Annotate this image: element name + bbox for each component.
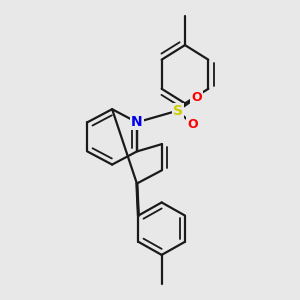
Text: N: N <box>131 115 143 129</box>
Text: O: O <box>191 91 202 104</box>
Text: S: S <box>173 104 183 118</box>
Text: O: O <box>187 118 198 131</box>
